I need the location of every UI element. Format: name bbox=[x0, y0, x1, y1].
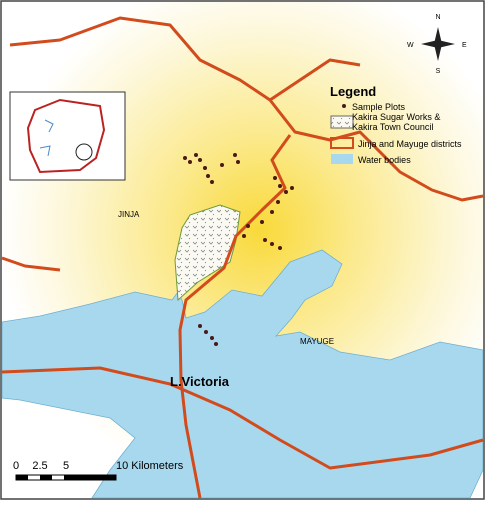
compass-n: N bbox=[435, 14, 440, 21]
legend: Legend Sample Plots Kakira Sugar Works &… bbox=[330, 84, 462, 165]
scale-label: 5 bbox=[63, 460, 69, 472]
legend-item: Sample Plots bbox=[352, 102, 406, 112]
compass-s: S bbox=[436, 68, 441, 75]
legend-item: Water bodies bbox=[358, 155, 411, 165]
legend-item: Kakira Town Council bbox=[352, 122, 433, 132]
kakira-area bbox=[174, 204, 241, 302]
scale-label: 10 Kilometers bbox=[116, 460, 184, 472]
scale-label: 2.5 bbox=[32, 460, 47, 472]
legend-item: Jinja and Mayuge districts bbox=[358, 139, 462, 149]
district-boundaries bbox=[1, 16, 484, 499]
compass-w: W bbox=[407, 42, 414, 49]
sample-plots bbox=[183, 153, 294, 346]
legend-item: Kakira Sugar Works & bbox=[352, 112, 440, 122]
legend-title: Legend bbox=[330, 84, 376, 99]
place-label: MAYUGE bbox=[300, 337, 334, 346]
compass: N S E W bbox=[407, 14, 467, 75]
lake-label: L.Victoria bbox=[170, 374, 230, 389]
place-label: JINJA bbox=[118, 210, 140, 219]
scale-label: 0 bbox=[13, 460, 19, 472]
compass-e: E bbox=[462, 42, 467, 49]
scale-bar: 0 2.5 5 10 Kilometers bbox=[13, 460, 184, 481]
inset-map bbox=[9, 91, 126, 181]
